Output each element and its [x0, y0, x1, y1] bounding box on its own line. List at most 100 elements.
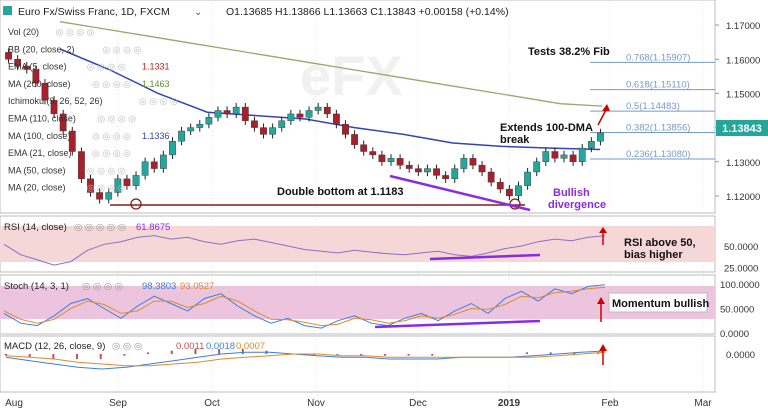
candle-body	[396, 158, 404, 166]
macd-tick-label: 0.0000	[726, 350, 755, 361]
ma200-path	[59, 21, 603, 107]
rsi-path	[3, 235, 606, 266]
rsi-settings-icon[interactable]: ◎ ◎ ◎ ◎ ◎	[74, 222, 127, 233]
fib-label: 0.382(1.13856)	[626, 123, 690, 134]
macd-value-1: 0.0011	[176, 341, 204, 352]
time-axis: Aug Sep Oct Nov Dec 2019 Feb Mar	[5, 398, 712, 409]
candle-body	[260, 127, 267, 135]
candle-body	[78, 151, 85, 180]
header: Euro Fx/Swiss Franc, 1D, FXCM ⌄ O1.13685…	[3, 6, 509, 18]
candle-body	[269, 127, 277, 135]
rsi-tick-label: 25.0000	[724, 264, 758, 275]
candle-body	[360, 144, 368, 152]
candle-body	[41, 82, 49, 101]
macd-panel	[0, 335, 716, 393]
stoch-divergence-line	[374, 319, 541, 329]
time-tick-label: Feb	[601, 398, 619, 409]
indicator-label: EMA (21, close)	[8, 148, 72, 158]
time-tick-label: Aug	[5, 398, 23, 409]
time-tick-label: Oct	[204, 398, 220, 409]
candle-body	[460, 158, 468, 169]
momentum-box	[608, 292, 708, 313]
time-tick-label: Nov	[307, 398, 325, 409]
candle-body	[332, 113, 340, 125]
fib-annotation: Tests 38.2% Fib	[528, 46, 610, 58]
stoch-tick-label: 50.0000	[720, 304, 754, 315]
stoch-k-path	[3, 284, 606, 329]
stoch-tick-label: 100.0000	[720, 280, 760, 291]
last-price-label: 1.13843	[722, 123, 762, 135]
macd-settings-icon[interactable]: ◎ ◎ ◎	[112, 341, 143, 352]
candle-body	[278, 120, 286, 128]
candle-body	[442, 175, 450, 180]
macd-value-3: 0.0007	[236, 341, 265, 352]
candle-body	[478, 164, 486, 173]
candle-body	[232, 106, 240, 115]
price-up-arrow	[597, 104, 610, 126]
price-axis: 1.170001.160001.150001.140001.130001.120…	[715, 21, 760, 203]
candle-body	[5, 52, 12, 60]
indicator-label: Vol (20)	[8, 27, 39, 37]
fib-label: 0.236(1.13080)	[626, 149, 690, 160]
candle-body	[505, 188, 513, 197]
macd-value-2: 0.0018	[206, 341, 235, 352]
rsi-divergence-line	[429, 253, 541, 261]
rsi-axis: 50.0000 25.0000	[724, 242, 758, 275]
ma100-path	[59, 48, 601, 151]
candle-body	[378, 154, 386, 162]
candle-body	[105, 192, 113, 200]
candle-body	[405, 164, 413, 169]
candle-body	[451, 168, 459, 180]
candle-body	[551, 151, 559, 159]
stoch-d-path	[3, 286, 606, 327]
candle-body	[314, 106, 322, 111]
indicator-settings-icon: ◎ ◎ ◎ ◎	[102, 44, 141, 54]
fib-label: 0.768(1.15907)	[626, 52, 690, 63]
stoch-d-value: 93.0527	[180, 281, 214, 292]
stoch-up-arrow	[597, 297, 605, 322]
candle-body	[305, 110, 313, 118]
chevron-down-icon[interactable]: ⌄	[194, 7, 202, 18]
stoch-settings-icon[interactable]: ◎ ◎ ◎ ◎	[82, 281, 124, 292]
candle-body	[214, 110, 222, 118]
candle-body	[159, 154, 167, 169]
rsi-annotation-2: bias higher	[624, 249, 683, 261]
price-tick-label: 1.12000	[726, 192, 760, 203]
candles	[5, 48, 604, 204]
stoch-lines	[3, 284, 606, 329]
candle-body	[414, 168, 422, 173]
indicator-settings-icon: ◎ ◎ ◎ ◎	[92, 131, 131, 141]
candle-body	[433, 168, 440, 176]
macd-label: MACD (12, 26, close, 9)	[4, 341, 105, 352]
price-panel	[0, 0, 716, 214]
rsi-band	[0, 226, 715, 262]
candle-body	[141, 161, 149, 176]
indicator-value: 1.1331	[142, 62, 170, 72]
symbol-title: Euro Fx/Swiss Franc, 1D, FXCM	[18, 6, 170, 18]
candle-body	[369, 151, 377, 156]
macd-signal-path	[5, 351, 606, 367]
extends-annotation-2: break	[500, 134, 530, 146]
candle-body	[515, 185, 522, 197]
stoch-band	[0, 286, 715, 319]
candle-body	[96, 192, 104, 200]
rsi-value: 61.8675	[136, 222, 170, 233]
candle-body	[150, 161, 158, 169]
candle-body	[296, 113, 304, 118]
price-tick-label: 1.16000	[726, 55, 760, 66]
indicator-label: EMA (110, close)	[8, 114, 76, 124]
macd-up-arrow	[599, 344, 607, 365]
rsi-label: RSI (14, close)	[4, 222, 67, 233]
indicator-label: MA (50, close)	[8, 165, 66, 175]
candle-body	[533, 161, 541, 173]
indicator-label: EMA (5, close)	[8, 62, 67, 72]
candle-body	[524, 171, 531, 186]
indicator-settings-icon: ◎ ◎ ◎ ◎	[87, 165, 126, 175]
candle-body	[87, 178, 94, 193]
bottom-marker-1	[130, 198, 142, 210]
candle-body	[196, 123, 204, 128]
candle-body	[251, 120, 258, 128]
candle-body	[469, 158, 477, 166]
symbol-icon	[3, 6, 12, 15]
